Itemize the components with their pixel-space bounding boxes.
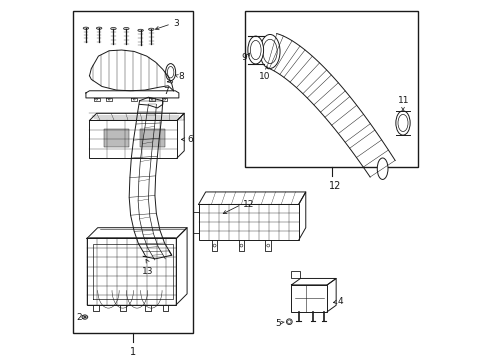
Text: 7: 7: [163, 87, 169, 96]
Ellipse shape: [82, 315, 88, 319]
Bar: [198, 204, 298, 240]
Ellipse shape: [260, 35, 280, 68]
Ellipse shape: [250, 40, 261, 60]
Ellipse shape: [148, 28, 154, 30]
Ellipse shape: [166, 64, 175, 81]
Text: 5: 5: [275, 319, 281, 328]
Ellipse shape: [108, 99, 110, 100]
Ellipse shape: [377, 158, 388, 179]
Bar: [245, 12, 418, 167]
Ellipse shape: [248, 36, 264, 64]
Text: 11: 11: [398, 96, 410, 105]
Bar: [292, 271, 300, 278]
Ellipse shape: [168, 67, 174, 78]
Bar: [74, 12, 193, 333]
Ellipse shape: [267, 244, 270, 247]
Text: 6: 6: [187, 135, 193, 144]
Text: 3: 3: [173, 19, 178, 28]
Ellipse shape: [111, 27, 116, 30]
Ellipse shape: [97, 27, 102, 30]
Ellipse shape: [164, 99, 166, 100]
Ellipse shape: [83, 27, 89, 30]
Ellipse shape: [138, 29, 144, 31]
Text: 1: 1: [130, 347, 136, 357]
Bar: [104, 129, 129, 147]
Ellipse shape: [287, 319, 292, 325]
Ellipse shape: [288, 320, 291, 324]
Text: 12: 12: [243, 200, 255, 209]
Text: 10: 10: [259, 72, 271, 81]
Text: 9: 9: [241, 53, 247, 62]
Ellipse shape: [263, 39, 277, 64]
Text: 4: 4: [338, 297, 343, 306]
Text: 12: 12: [329, 180, 342, 190]
Bar: [90, 121, 177, 158]
Bar: [87, 238, 176, 305]
Ellipse shape: [398, 114, 408, 131]
Ellipse shape: [133, 99, 135, 100]
Ellipse shape: [151, 99, 153, 100]
Text: 13: 13: [142, 267, 153, 276]
Bar: [140, 129, 165, 147]
Text: 8: 8: [179, 72, 185, 81]
Ellipse shape: [240, 244, 243, 247]
Ellipse shape: [96, 99, 98, 100]
Bar: [292, 285, 327, 312]
Ellipse shape: [213, 244, 216, 247]
Text: 2: 2: [76, 312, 82, 321]
Ellipse shape: [396, 111, 410, 135]
Ellipse shape: [123, 27, 129, 30]
